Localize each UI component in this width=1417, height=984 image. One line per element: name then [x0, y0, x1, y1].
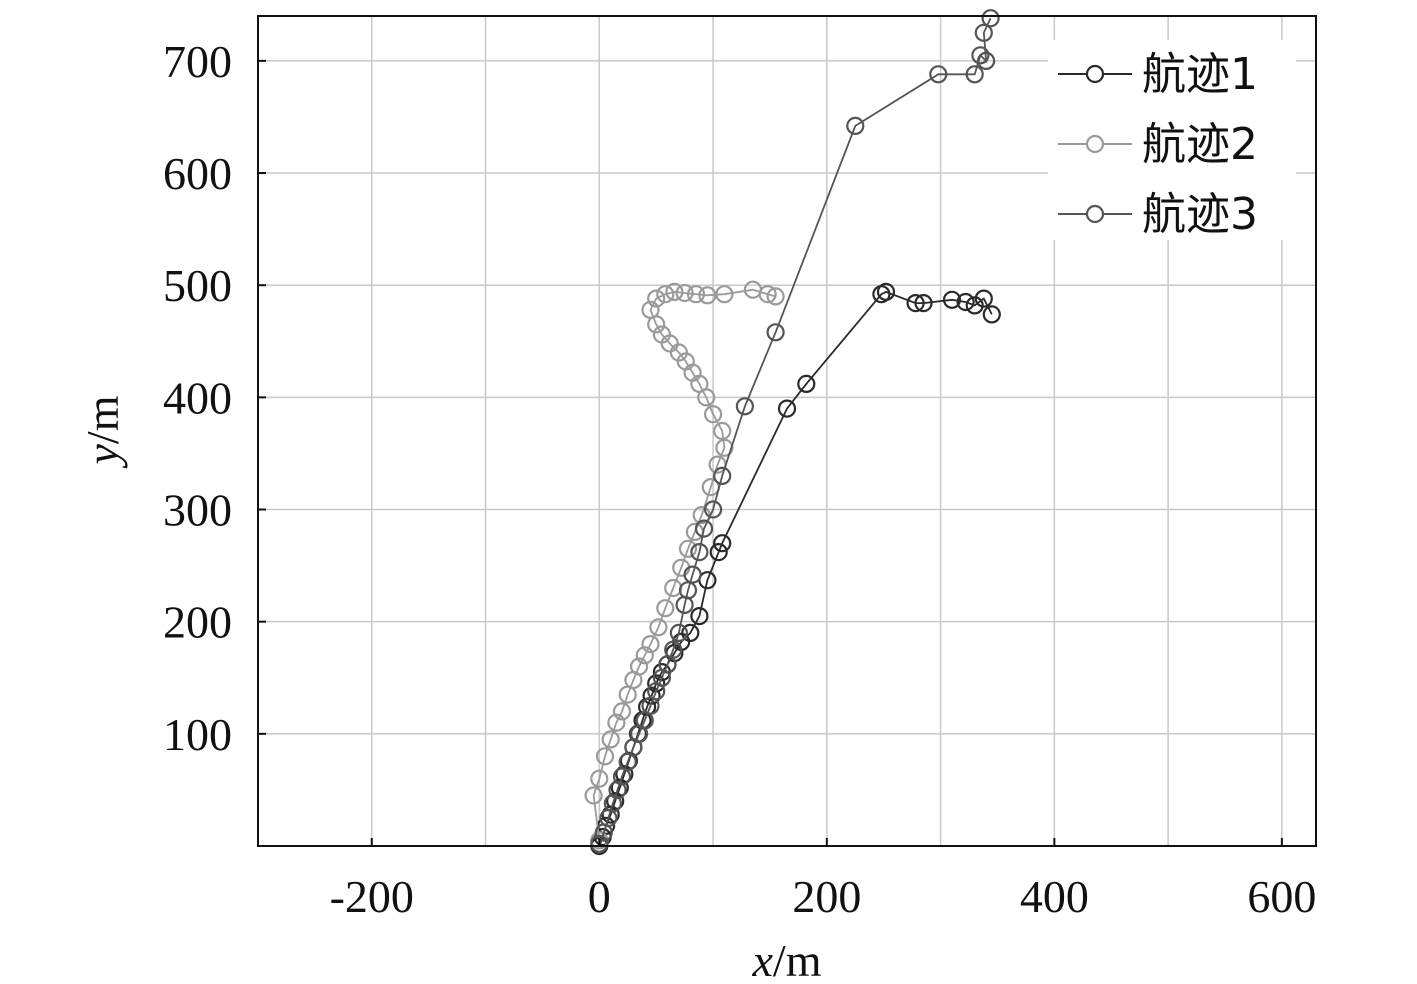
legend-item-1: 航迹1 — [1058, 49, 1258, 100]
data-point — [758, 285, 777, 304]
legend-item-3: 航迹3 — [1058, 189, 1258, 240]
data-point — [713, 421, 732, 441]
data-point — [876, 282, 896, 301]
data-point — [929, 65, 948, 84]
y-tick-label: 400 — [163, 372, 232, 423]
data-point — [649, 618, 668, 637]
data-point — [974, 23, 993, 42]
data-point — [735, 397, 755, 416]
y-tick-label: 100 — [163, 709, 232, 760]
x-axis-label: x/m — [752, 935, 822, 984]
y-tick-label: 600 — [163, 148, 232, 199]
data-point — [777, 399, 797, 418]
x-axis-var: x — [752, 935, 774, 984]
y-tick-label: 700 — [163, 36, 232, 87]
data-point — [595, 747, 615, 766]
data-point — [683, 565, 702, 584]
data-point — [965, 65, 984, 84]
data-point — [665, 282, 684, 301]
series-3 — [590, 9, 1000, 853]
x-tick-label: 0 — [588, 871, 611, 922]
x-tick-label: 200 — [792, 871, 861, 922]
data-point — [656, 599, 675, 618]
data-point — [715, 285, 734, 304]
data-point — [635, 646, 654, 665]
data-point — [686, 285, 706, 304]
data-point — [690, 542, 709, 562]
data-point — [690, 606, 709, 626]
series-layer — [584, 9, 1001, 856]
y-axis-unit: /m — [77, 395, 128, 444]
x-axis-unit: /m — [773, 935, 822, 984]
data-point — [709, 542, 728, 562]
x-tick-label: 400 — [1020, 871, 1089, 922]
data-point — [678, 539, 698, 558]
data-point — [664, 640, 683, 659]
data-point — [694, 519, 714, 538]
legend-marker — [1085, 134, 1105, 154]
data-point — [647, 289, 666, 308]
y-axis-var: y — [77, 443, 128, 468]
data-point — [971, 46, 990, 65]
y-axis-label: y/m — [77, 395, 128, 468]
data-point — [652, 325, 672, 344]
data-point — [914, 294, 933, 313]
data-point — [846, 116, 865, 136]
data-point — [675, 283, 694, 303]
data-point — [656, 285, 675, 304]
data-point — [703, 500, 723, 519]
data-point — [942, 290, 962, 309]
legend-marker — [1085, 64, 1105, 84]
legend: 航迹1 航迹2 航迹3 — [1048, 40, 1296, 240]
x-tick-labels: -200 0 200 400 600 — [330, 838, 1316, 922]
data-point — [766, 287, 785, 306]
data-point — [590, 834, 609, 853]
data-point — [965, 296, 984, 315]
legend-label: 航迹1 — [1142, 49, 1258, 100]
data-point — [703, 405, 723, 424]
y-tick-label: 200 — [163, 597, 232, 648]
data-point — [974, 289, 993, 308]
data-point — [797, 374, 816, 393]
data-point — [607, 713, 626, 732]
data-point — [713, 534, 732, 553]
series-line — [592, 288, 776, 841]
x-tick-label: -200 — [330, 871, 414, 922]
legend-item-2: 航迹2 — [1058, 119, 1258, 170]
data-point — [982, 305, 1001, 324]
legend-label: 航迹3 — [1142, 189, 1258, 240]
legend-marker — [1085, 204, 1105, 224]
x-tick-label: 600 — [1247, 871, 1316, 922]
data-point — [612, 702, 632, 721]
y-tick-labels: 100 200 300 400 500 600 700 — [163, 36, 266, 760]
data-point — [641, 634, 660, 654]
data-point — [601, 730, 620, 749]
data-point — [641, 300, 660, 319]
data-point — [590, 769, 609, 788]
y-tick-label: 300 — [163, 485, 232, 536]
data-point — [766, 323, 785, 342]
series-2 — [584, 280, 785, 850]
data-point — [981, 9, 1000, 28]
y-tick-label: 500 — [163, 260, 232, 311]
data-point — [681, 623, 700, 643]
data-point — [629, 657, 649, 676]
plot-frame — [257, 15, 1317, 847]
data-point — [906, 294, 925, 313]
data-point — [976, 51, 996, 71]
data-point — [713, 466, 732, 485]
data-point — [584, 786, 603, 805]
series-line — [598, 17, 992, 845]
data-point — [669, 623, 689, 643]
data-point — [956, 292, 975, 312]
legend-label: 航迹2 — [1142, 119, 1258, 170]
